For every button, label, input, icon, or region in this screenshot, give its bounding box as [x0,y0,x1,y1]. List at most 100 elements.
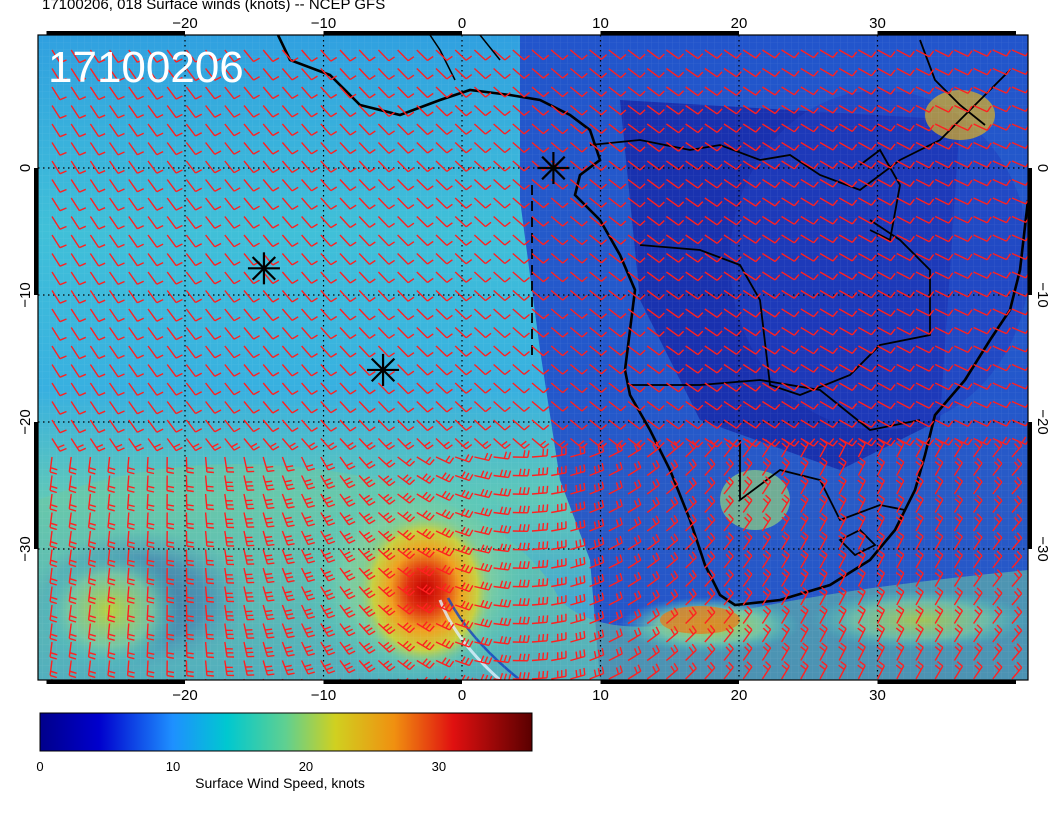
wind-barb [512,86,530,98]
wind-barb [358,86,376,99]
wind-barb [166,549,175,567]
wind-barb [665,141,685,152]
wind-barb [493,382,511,394]
wind-barb [742,160,762,170]
wind-barb [858,123,877,132]
wind-barb [281,364,299,377]
wind-barb [915,215,935,224]
wind-barb [781,419,800,429]
wind-barb [339,530,356,544]
wind-barb [474,452,493,462]
wind-barb [454,252,473,265]
wind-barb [608,178,627,190]
wind-barb [435,326,453,339]
wind-barb [339,142,357,155]
wind-barb [531,308,550,320]
wind-barb [877,345,896,354]
wind-barb [147,216,164,230]
wind-barb [685,160,704,171]
wind-barb [68,641,77,660]
wind-barb [416,105,434,117]
wind-barb [300,604,315,620]
wind-barb [646,141,665,152]
wind-barb [185,364,203,378]
wind-barb [934,345,954,354]
wind-barb [531,437,550,449]
wind-barb [665,345,685,356]
wind-barb [320,197,338,210]
wind-barb [301,68,318,81]
wind-barb [377,401,395,413]
wind-barb [166,604,175,622]
frame-bar-top [600,31,739,35]
wind-barb [493,654,512,664]
wind-barb [126,475,135,493]
wind-barb [166,160,183,174]
wind-barb [377,271,395,284]
wind-barb [819,67,839,77]
wind-barb [512,635,530,643]
wind-barb [377,234,395,247]
wind-barb [397,327,415,339]
wind-barb [397,142,415,154]
wind-barb [780,586,790,606]
wind-barb [301,86,318,99]
wind-barb [512,598,530,606]
wind-barb [473,271,492,283]
wind-barb [320,512,336,527]
wind-barb [512,326,530,338]
wind-barb [493,326,511,339]
wind-barb [992,215,1011,224]
wind-barb [551,632,567,643]
wind-barb [858,215,877,225]
wind-barb [838,123,858,133]
lon-tick-label-top: −20 [172,15,197,32]
wind-barb [204,567,214,585]
wind-barb [109,68,125,82]
wind-barb [147,179,164,193]
wind-barb [339,567,356,581]
wind-barb [512,542,530,551]
wind-barb [704,363,723,374]
wind-barb [224,86,241,100]
wind-barb [742,141,762,152]
wind-barb [512,215,530,227]
wind-barb [934,271,954,280]
wind-barb [320,641,336,656]
wind-barb [109,345,125,360]
wind-barb [723,587,734,606]
wind-barb [262,364,280,377]
wind-barb [377,456,396,468]
wind-barb [185,216,203,230]
wind-barb [704,308,723,318]
wind-barb [858,382,877,391]
wind-barb [819,215,839,225]
wind-barb [126,512,135,530]
wind-barb [685,86,704,97]
wind-barb [780,623,790,643]
wind-barb [915,252,935,261]
wind-barb [665,644,679,662]
wind-barb [301,49,318,62]
wind-barb [49,604,58,623]
wind-barb [953,605,963,624]
wind-barb [1011,476,1023,495]
wind-barb [70,401,87,415]
wind-barb [320,586,336,601]
wind-barb [339,123,357,136]
lat-tick-label-left: −30 [17,536,34,561]
wind-barb [934,67,954,76]
wind-barb [876,531,886,550]
wind-barb [550,326,569,338]
wind-barb [493,419,511,431]
wind-barb [895,605,905,624]
wind-barb [877,123,896,132]
frame-bar-bottom [46,680,185,684]
wind-barb [781,197,800,207]
wind-barb [819,289,839,299]
wind-barb [704,345,723,355]
markers [247,152,570,386]
wind-barb [1011,495,1023,513]
wind-barb [185,438,203,452]
wind-barb [954,160,973,169]
